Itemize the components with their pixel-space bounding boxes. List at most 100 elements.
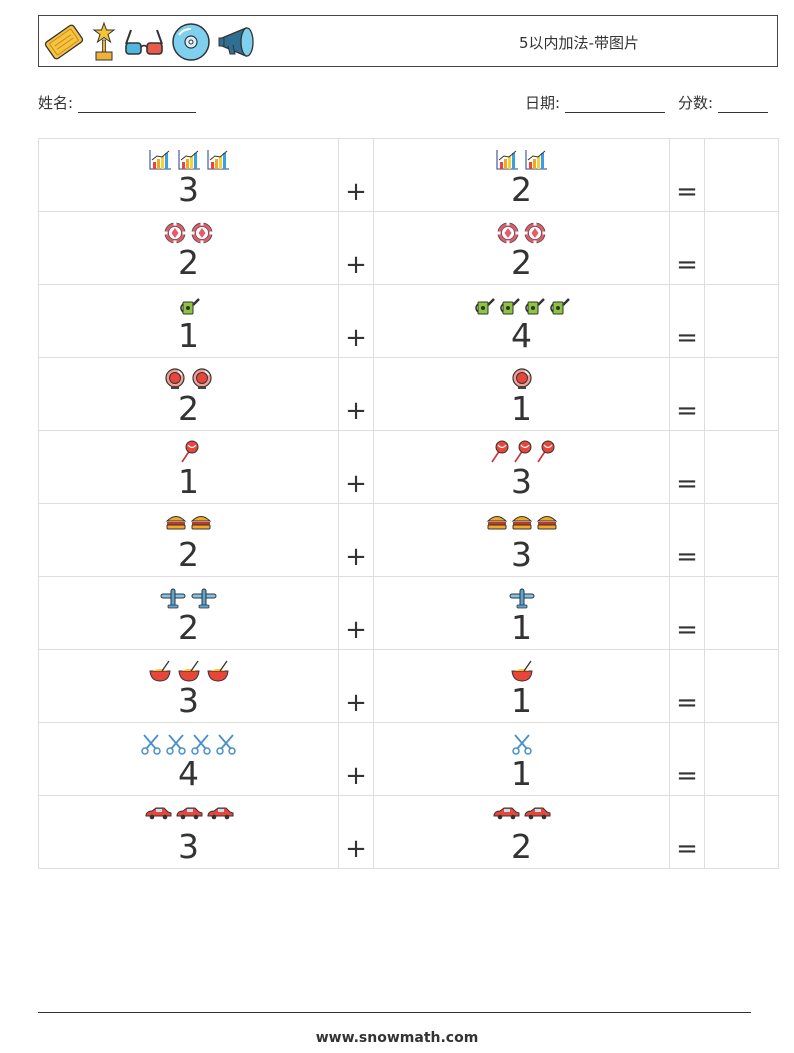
equals-cell: = (669, 211, 705, 285)
equals-sign: = (676, 834, 698, 864)
plus-sign: + (345, 615, 367, 645)
answer-cell[interactable] (704, 576, 779, 650)
race-car-icon (492, 805, 520, 829)
worksheet-header: 5以内加法-带图片 (38, 15, 778, 67)
3d-glasses-icon (125, 29, 163, 55)
bar-chart-icon (523, 148, 549, 172)
lollipop-icon (535, 440, 555, 464)
equals-cell: = (669, 722, 705, 796)
picture-group (374, 367, 669, 391)
problem-row: 1 +3 = (38, 430, 779, 504)
picture-group (374, 148, 669, 172)
picture-group (374, 586, 669, 610)
noodle-bowl-icon (147, 659, 173, 683)
scissors-icon (190, 732, 212, 756)
picture-group (39, 586, 338, 610)
addend-b-number: 1 (511, 754, 532, 793)
equals-sign: = (676, 688, 698, 718)
hamburger-icon (511, 513, 533, 537)
plus-cell: + (338, 430, 374, 504)
picture-group (39, 805, 338, 829)
equals-cell: = (669, 357, 705, 431)
scissors-icon (511, 732, 533, 756)
addend-a-cell: 2 (38, 357, 339, 431)
answer-cell[interactable] (704, 503, 779, 577)
equals-cell: = (669, 649, 705, 723)
answer-cell[interactable] (704, 357, 779, 431)
addend-b-cell: 3 (373, 430, 670, 504)
bar-chart-icon (176, 148, 202, 172)
plus-cell: + (338, 722, 374, 796)
addend-a-cell: 3 (38, 649, 339, 723)
answer-cell[interactable] (704, 284, 779, 358)
picture-group (39, 367, 338, 391)
footer-divider (38, 1012, 751, 1013)
lollipop-icon (179, 440, 199, 464)
plus-cell: + (338, 138, 374, 212)
addend-a-number: 4 (178, 754, 199, 793)
hamburger-icon (486, 513, 508, 537)
answer-cell[interactable] (704, 795, 779, 869)
addend-b-cell: 4 (373, 284, 670, 358)
scissors-icon (215, 732, 237, 756)
cinema-ticket-icon (44, 24, 84, 60)
addend-a-cell: 2 (38, 211, 339, 285)
lollipop-icon (489, 440, 509, 464)
score-label: 分数: (678, 94, 714, 112)
addend-b-cell: 2 (373, 795, 670, 869)
answer-cell[interactable] (704, 722, 779, 796)
hamburger-icon (536, 513, 558, 537)
date-blank (564, 97, 665, 113)
award-trophy-icon (92, 21, 116, 61)
picture-group (39, 732, 338, 756)
plus-cell: + (338, 503, 374, 577)
answer-cell[interactable] (704, 649, 779, 723)
equals-sign: = (676, 761, 698, 791)
problem-row: 2 +1 = (38, 576, 779, 650)
problem-row: 1 +4 = (38, 284, 779, 358)
addend-a-cell: 2 (38, 576, 339, 650)
date-label: 日期: (525, 94, 561, 112)
answer-cell[interactable] (704, 211, 779, 285)
picture-group (374, 513, 669, 537)
picture-group (374, 221, 669, 245)
noodle-bowl-icon (509, 659, 535, 683)
plus-cell: + (338, 211, 374, 285)
picture-group (39, 659, 338, 683)
name-label: 姓名: (38, 94, 74, 112)
plus-sign: + (345, 542, 367, 572)
scissors-icon (165, 732, 187, 756)
plus-sign: + (345, 834, 367, 864)
plus-sign: + (345, 323, 367, 353)
picture-group (39, 513, 338, 537)
addend-a-number: 2 (178, 535, 199, 574)
answer-cell[interactable] (704, 430, 779, 504)
hamburger-icon (165, 513, 187, 537)
bar-chart-icon (494, 148, 520, 172)
addend-b-cell: 3 (373, 503, 670, 577)
cd-disc-icon (172, 23, 210, 61)
gumball-machine-icon (190, 367, 214, 391)
addend-a-number: 2 (178, 243, 199, 282)
poker-chip-icon (163, 221, 187, 245)
picture-group (374, 805, 669, 829)
watering-can-icon (498, 294, 520, 318)
addend-b-number: 3 (511, 462, 532, 501)
addend-b-cell: 1 (373, 649, 670, 723)
addend-a-number: 2 (178, 608, 199, 647)
answer-cell[interactable] (704, 138, 779, 212)
addend-a-number: 1 (178, 316, 199, 355)
problem-row: 2 +3 = (38, 503, 779, 577)
addend-a-number: 2 (178, 389, 199, 428)
equals-sign: = (676, 469, 698, 499)
addend-b-cell: 1 (373, 576, 670, 650)
addend-a-cell: 1 (38, 430, 339, 504)
addend-a-number: 3 (178, 827, 199, 866)
addend-a-cell: 2 (38, 503, 339, 577)
problem-row: 4 +1 = (38, 722, 779, 796)
airplane-icon (508, 586, 536, 610)
header-icon-strip (42, 21, 260, 63)
picture-group (374, 440, 669, 464)
addend-a-cell: 4 (38, 722, 339, 796)
equals-cell: = (669, 503, 705, 577)
